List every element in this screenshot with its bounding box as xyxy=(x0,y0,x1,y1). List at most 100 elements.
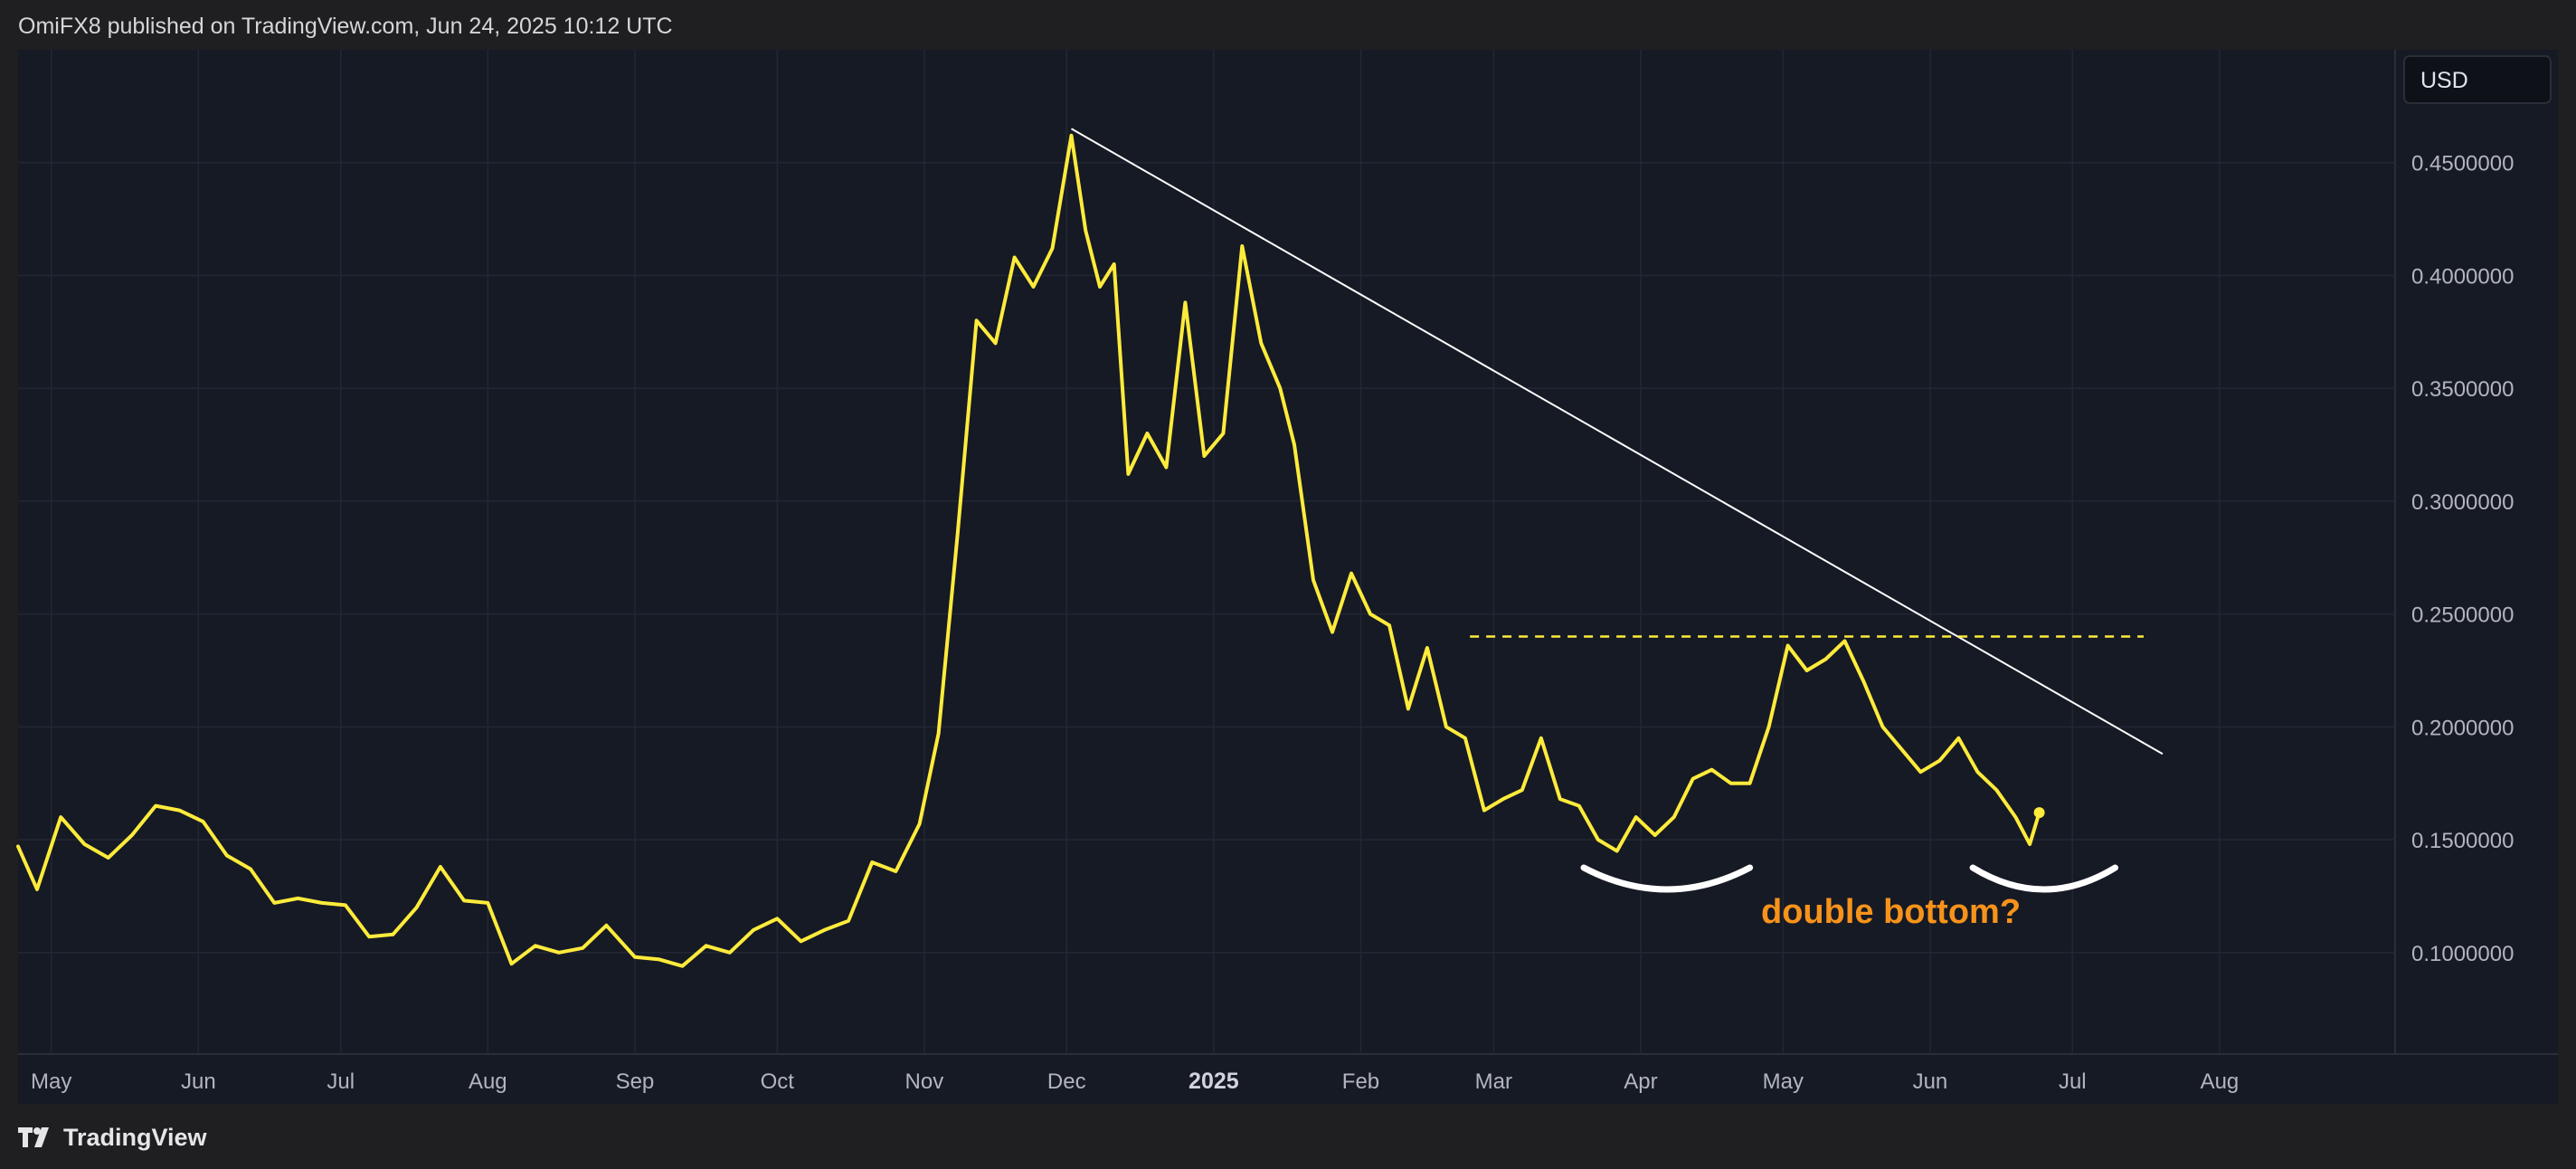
price-point xyxy=(1240,244,1244,248)
time-tick-label: 2025 xyxy=(1189,1069,1239,1094)
price-tick-label: 0.3000000 xyxy=(2411,490,2514,515)
time-tick-label: May xyxy=(31,1069,71,1094)
price-point xyxy=(391,933,394,936)
price-point xyxy=(225,853,229,858)
pattern-annotation: double bottom? xyxy=(1761,893,2021,931)
price-point xyxy=(937,732,941,736)
price-point xyxy=(894,870,898,873)
price-point xyxy=(1842,639,1847,643)
price-series xyxy=(16,133,2045,968)
descending-trendline xyxy=(1071,128,2164,756)
price-point xyxy=(728,951,732,955)
price-point xyxy=(1615,849,1619,853)
price-point xyxy=(462,898,466,902)
price-point xyxy=(154,804,157,808)
price-point xyxy=(604,924,609,927)
time-tick-label: Aug xyxy=(2201,1069,2240,1094)
price-point xyxy=(1050,246,1055,251)
last-price-marker xyxy=(2033,807,2045,819)
price-point xyxy=(509,962,514,965)
time-axis: May Jun Jul Aug Sep Oct Nov Dec 2025 Feb Mar Apr May… xyxy=(31,1069,2239,1094)
price-tick-label: 0.4000000 xyxy=(2411,264,2514,289)
price-point xyxy=(657,957,660,961)
price-point xyxy=(2013,815,2017,819)
price-point xyxy=(486,901,489,905)
price-point xyxy=(2028,842,2031,846)
tradingview-logo-icon xyxy=(18,1127,49,1147)
double-bottom-arc xyxy=(1580,864,1754,893)
price-point xyxy=(1259,341,1263,345)
price-point xyxy=(1368,612,1372,616)
price-point xyxy=(130,833,134,837)
price-point xyxy=(1710,768,1714,772)
price-point xyxy=(704,944,708,947)
price-point xyxy=(1804,669,1809,672)
price-point xyxy=(581,946,584,950)
price-point xyxy=(1672,815,1676,819)
price-point xyxy=(870,860,874,864)
footer-branding: TradingView xyxy=(0,1106,2576,1169)
price-point xyxy=(177,809,181,813)
time-tick-label: Jul xyxy=(327,1069,355,1094)
price-point xyxy=(1748,782,1752,785)
double-bottom-arc xyxy=(1969,864,2119,893)
price-point xyxy=(823,928,827,932)
price-point xyxy=(1861,680,1866,684)
time-tick-label: Mar xyxy=(1475,1069,1512,1094)
price-point xyxy=(1069,134,1074,138)
price-point xyxy=(1331,630,1334,634)
price-point xyxy=(993,341,998,345)
price-point xyxy=(1918,770,1923,774)
price-point xyxy=(1785,643,1790,648)
price-point xyxy=(633,955,637,959)
price-point xyxy=(296,897,300,900)
price-point xyxy=(956,533,960,537)
price-point xyxy=(918,822,922,826)
time-tick-label: Jul xyxy=(2059,1069,2087,1094)
price-point xyxy=(1653,833,1657,837)
price-point xyxy=(1975,770,1979,774)
price-point xyxy=(59,815,62,819)
price-point xyxy=(16,844,20,849)
time-tick-label: Jun xyxy=(1913,1069,1948,1094)
currency-label: USD xyxy=(2420,68,2468,93)
time-tick-label: Sep xyxy=(616,1069,655,1094)
price-point xyxy=(1482,809,1486,813)
price-point xyxy=(752,928,755,932)
price-point xyxy=(1350,572,1353,575)
price-point xyxy=(1463,737,1467,740)
price-point xyxy=(1823,657,1828,661)
price-point xyxy=(847,919,850,923)
price-point xyxy=(344,903,347,907)
price-point xyxy=(439,865,442,869)
price-point xyxy=(1899,747,1904,751)
price-point xyxy=(320,901,324,905)
price-point xyxy=(1691,777,1695,781)
tradingview-brand[interactable]: TradingView xyxy=(18,1124,207,1152)
price-point xyxy=(249,867,252,871)
price-point xyxy=(775,917,779,920)
price-point xyxy=(1729,782,1733,785)
price-point xyxy=(1520,788,1524,792)
price-point xyxy=(1596,838,1600,841)
price-point xyxy=(1126,472,1131,476)
price-tick-label: 0.2500000 xyxy=(2411,604,2514,628)
price-tick-label: 0.4500000 xyxy=(2411,152,2514,176)
price-point xyxy=(680,965,684,968)
price-point xyxy=(1084,228,1087,233)
drawing-overlays xyxy=(1071,128,2164,893)
price-point xyxy=(1202,454,1206,458)
time-tick-label: Nov xyxy=(905,1069,944,1094)
price-point xyxy=(557,951,561,955)
price-tick-label: 0.1000000 xyxy=(2411,942,2514,966)
time-tick-label: Dec xyxy=(1047,1069,1086,1094)
price-point xyxy=(272,901,276,905)
time-tick-label: Aug xyxy=(469,1069,507,1094)
price-point xyxy=(1444,725,1448,728)
price-point xyxy=(974,318,979,322)
price-point xyxy=(1558,797,1562,801)
price-point xyxy=(1766,725,1771,728)
price-point xyxy=(1145,432,1150,435)
currency-badge[interactable]: USD xyxy=(2403,55,2552,104)
